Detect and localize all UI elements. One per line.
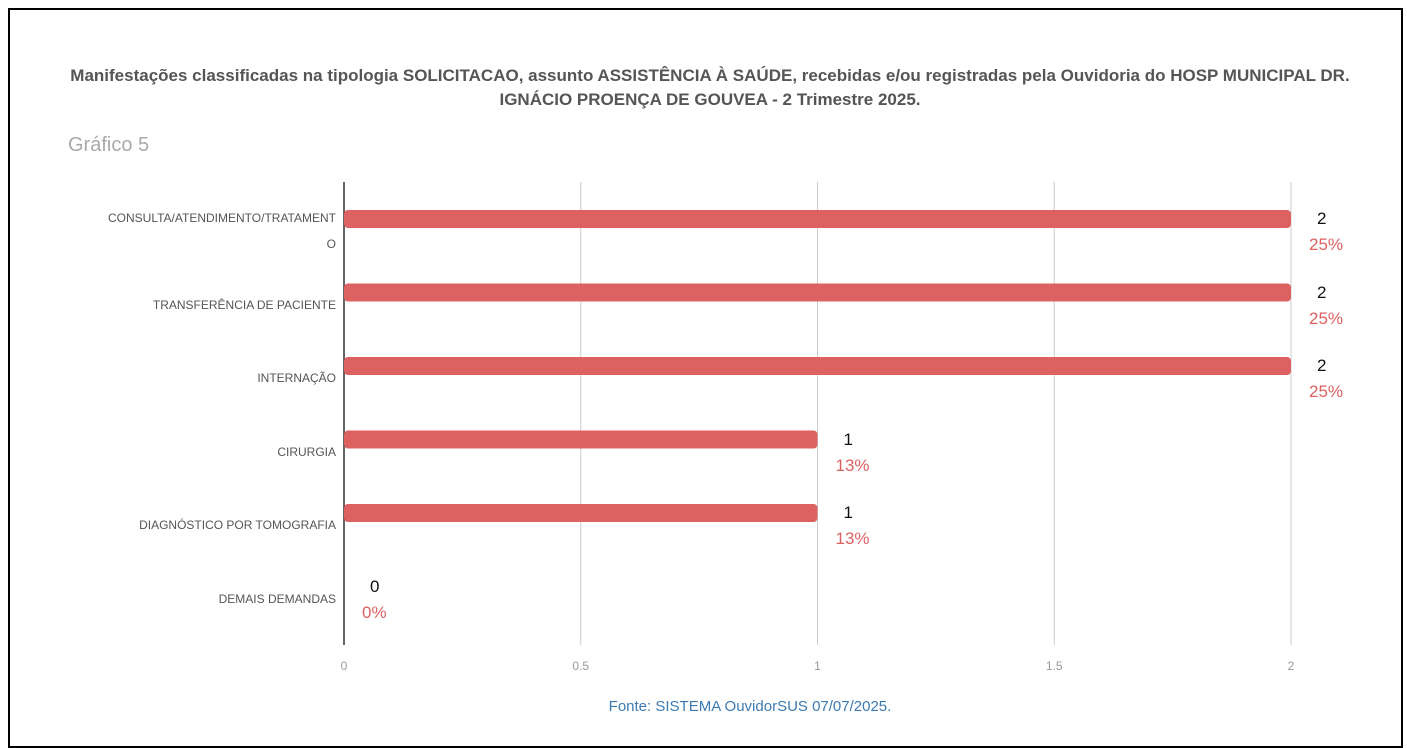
y-tick-label: CIRURGIA: [277, 444, 336, 459]
percent-label: 13%: [835, 529, 870, 548]
value-label: 2: [1317, 282, 1327, 302]
x-tick-label: 0: [340, 659, 348, 673]
page: Manifestações classificadas na tipologia…: [8, 8, 1403, 748]
bar: [344, 283, 1291, 302]
value-label: 0: [370, 576, 380, 596]
percent-label: 0%: [362, 602, 387, 622]
bar: [344, 210, 1291, 228]
x-tick-label: 1.5: [1045, 659, 1063, 673]
x-tick-label: 1: [814, 659, 821, 673]
value-label: 2: [1317, 209, 1327, 228]
value-label: 1: [843, 429, 853, 449]
chart-title: Manifestações classificadas na tipologia…: [70, 66, 1350, 109]
percent-label: 25%: [1309, 235, 1344, 254]
bar: [344, 504, 818, 522]
percent-label: 25%: [1309, 308, 1344, 328]
y-tick-label: CONSULTA/ATENDIMENTO/TRATAMENTO: [107, 211, 336, 251]
percent-label: 25%: [1309, 382, 1344, 401]
x-tick-label: 0.5: [572, 659, 590, 673]
bar: [344, 430, 818, 449]
source-note: Fonte: SISTEMA OuvidorSUS 07/07/2025.: [608, 698, 892, 715]
chart-subtitle: Gráfico 5: [68, 134, 150, 156]
percent-label: 13%: [835, 455, 870, 475]
chart: [343, 182, 1292, 645]
value-label: 2: [1317, 356, 1327, 375]
y-tick-label: DEMAIS DEMANDAS: [218, 591, 336, 606]
x-tick-label: 2: [1287, 659, 1295, 673]
y-tick-label: INTERNAÇÃO: [257, 371, 336, 385]
y-tick-label: TRANSFERÊNCIA DE PACIENTE: [152, 297, 336, 312]
value-label: 1: [843, 503, 853, 522]
y-tick-label: DIAGNÓSTICO POR TOMOGRAFIA: [139, 518, 336, 532]
bar: [344, 357, 1291, 375]
